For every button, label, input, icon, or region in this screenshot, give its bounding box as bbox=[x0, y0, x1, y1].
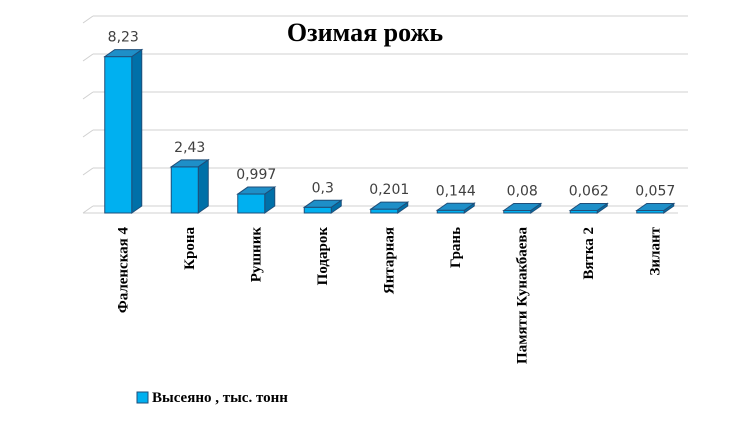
category-label: Подарок bbox=[315, 227, 331, 286]
category-label: Крона bbox=[182, 227, 198, 270]
bar bbox=[502, 202, 543, 214]
category-labels: Фаленская 4 Крона Рушник Подарок Янтарная Гра… bbox=[115, 226, 663, 364]
legend: Высеяно , тыс. тонн bbox=[136, 390, 288, 406]
gridline-depth bbox=[82, 167, 94, 176]
bar-top bbox=[103, 49, 144, 58]
bar-top bbox=[435, 202, 476, 211]
bar-top bbox=[568, 203, 609, 211]
bar-top bbox=[302, 199, 343, 208]
bar-front bbox=[370, 208, 399, 214]
bar-side bbox=[131, 48, 143, 214]
bar-top bbox=[369, 201, 410, 210]
data-label: 0,201 bbox=[369, 182, 409, 198]
category-label: Вятка 2 bbox=[581, 227, 597, 280]
data-label: 0,057 bbox=[635, 184, 675, 200]
bar-top bbox=[502, 203, 543, 211]
gridline-depth bbox=[82, 205, 94, 214]
bar-top bbox=[635, 203, 676, 211]
data-label: 8,23 bbox=[108, 30, 139, 46]
bar-top bbox=[169, 159, 210, 168]
gridline-depth bbox=[82, 15, 94, 24]
data-labels: 8,23 2,43 0,997 0,3 0,201 0,144 0,08 0,062 0,057 bbox=[108, 30, 676, 200]
bar-front bbox=[237, 193, 266, 214]
bar bbox=[369, 201, 410, 214]
category-label: Зилант bbox=[647, 226, 663, 275]
gridline-depth bbox=[82, 53, 94, 62]
category-label: Грань bbox=[448, 227, 464, 268]
bar bbox=[635, 202, 676, 214]
bar bbox=[568, 202, 609, 214]
gridline-depth bbox=[82, 91, 94, 100]
bar bbox=[435, 202, 476, 214]
bar bbox=[302, 199, 343, 214]
category-label: Памяти Кунакбаева bbox=[514, 227, 530, 364]
legend-swatch bbox=[136, 391, 149, 404]
bar-top bbox=[236, 186, 277, 195]
data-label: 0,08 bbox=[507, 184, 538, 200]
bar-front bbox=[104, 56, 133, 214]
data-label: 0,3 bbox=[312, 180, 334, 196]
bar bbox=[103, 48, 144, 214]
bar-front bbox=[170, 166, 199, 214]
data-label: 2,43 bbox=[174, 140, 205, 156]
legend-label: Высеяно , тыс. тонн bbox=[152, 390, 288, 406]
category-label: Фаленская 4 bbox=[115, 227, 131, 314]
category-label: Рушник bbox=[248, 227, 264, 283]
bar bbox=[236, 186, 277, 214]
bar bbox=[169, 158, 210, 214]
bar-front bbox=[303, 206, 332, 214]
data-label: 0,997 bbox=[236, 167, 276, 183]
chart-title: Озимая рожь bbox=[287, 18, 443, 47]
bars bbox=[103, 48, 676, 214]
category-label: Янтарная bbox=[381, 227, 397, 294]
data-label: 0,144 bbox=[436, 183, 476, 199]
bar-side bbox=[197, 158, 209, 214]
gridline-depth bbox=[82, 129, 94, 138]
data-label: 0,062 bbox=[569, 184, 609, 200]
